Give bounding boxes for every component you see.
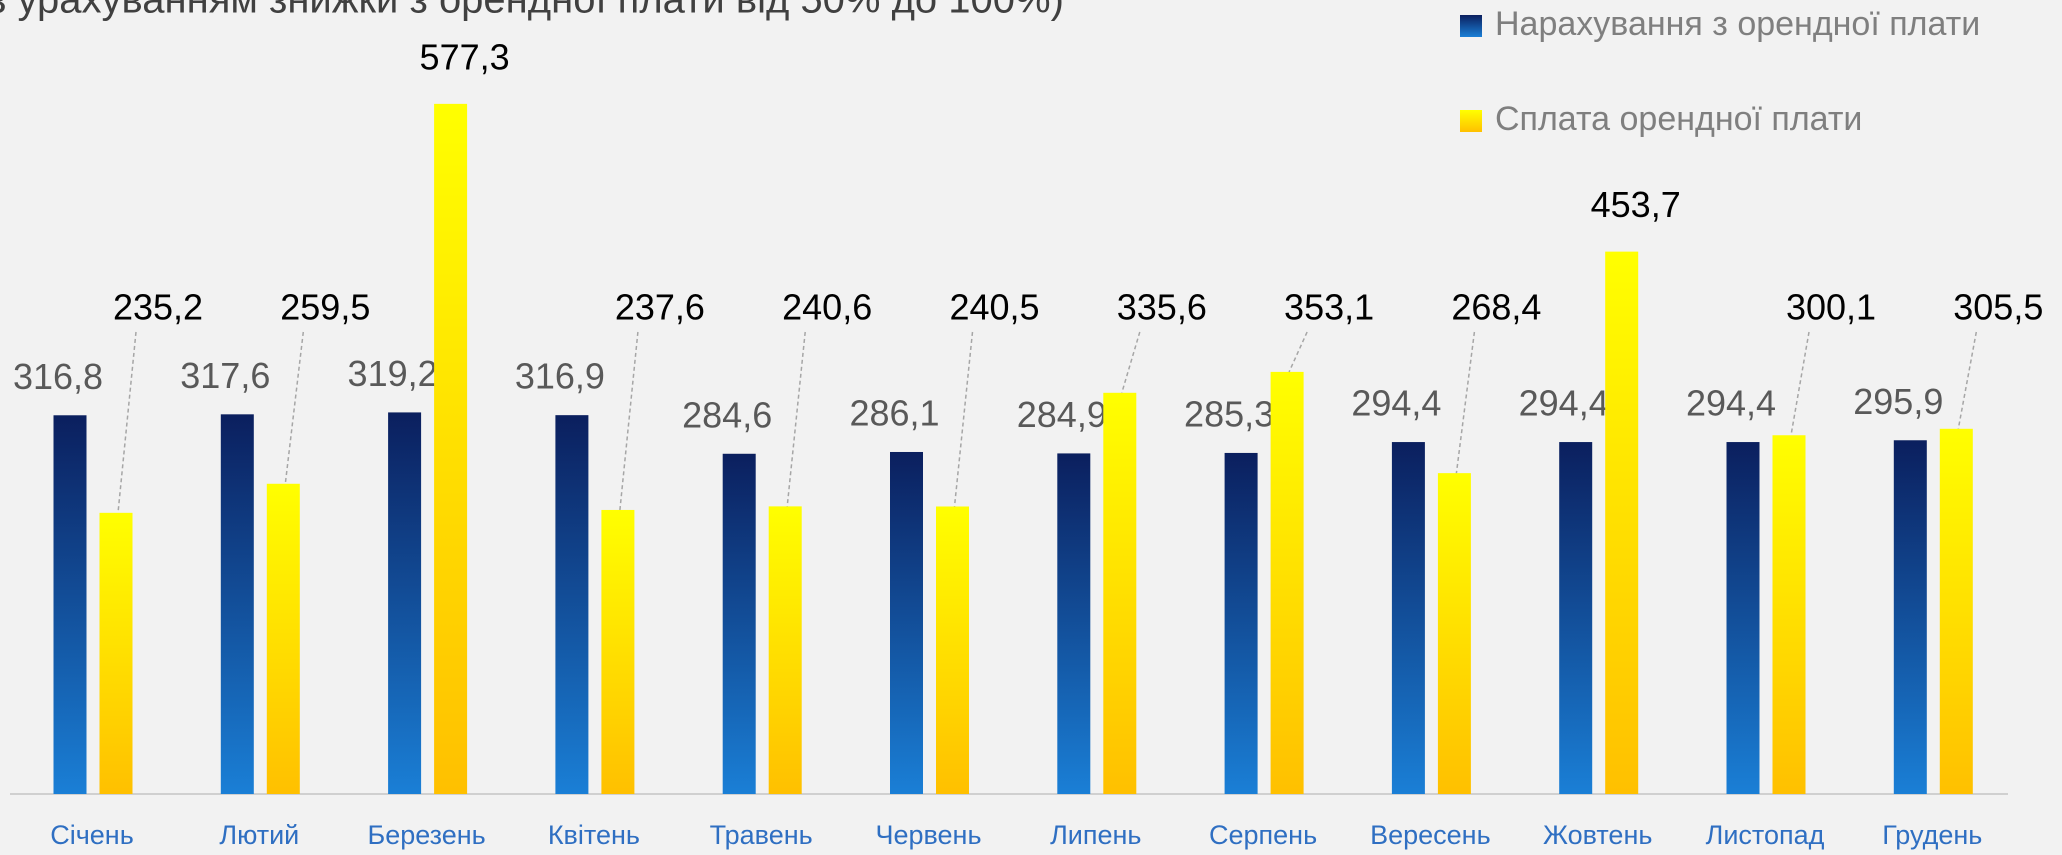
bar (601, 510, 634, 794)
data-label: 316,9 (515, 356, 605, 397)
x-tick-label: Квітень (548, 820, 640, 850)
bar (1225, 453, 1258, 794)
bar (1392, 442, 1425, 794)
data-label: 317,6 (180, 355, 270, 396)
chart: з урахуванням знижки з орендної плати ві… (0, 0, 2062, 855)
bar (1559, 442, 1592, 794)
bar (54, 415, 87, 794)
legend-swatch (1460, 15, 1482, 37)
x-tick-label: Березень (367, 820, 485, 850)
bar (769, 506, 802, 794)
data-label: 294,4 (1686, 383, 1776, 424)
bar (1773, 435, 1806, 794)
bar (723, 454, 756, 794)
bar (1438, 473, 1471, 794)
legend-label: Нарахування з орендної плати (1495, 5, 1980, 43)
legend-swatch (1460, 110, 1482, 132)
data-label: 300,1 (1786, 287, 1876, 328)
x-tick-label: Лютий (219, 820, 299, 850)
bar (1271, 372, 1304, 794)
x-tick-label: Листопад (1706, 820, 1825, 850)
x-tick-label: Липень (1050, 820, 1141, 850)
data-label: 577,3 (420, 36, 510, 77)
x-tick-label: Вересень (1370, 820, 1491, 850)
data-label: 285,3 (1184, 393, 1274, 434)
data-label: 294,4 (1351, 383, 1441, 424)
data-label: 294,4 (1519, 383, 1609, 424)
data-label: 319,2 (348, 353, 438, 394)
x-tick-label: Жовтень (1543, 820, 1652, 850)
data-label: 353,1 (1284, 287, 1374, 328)
x-tick-label: Грудень (1882, 820, 1982, 850)
bar (1103, 393, 1136, 794)
data-label: 259,5 (280, 287, 370, 328)
legend-label: Сплата орендної плати (1495, 100, 1862, 138)
data-label: 240,6 (782, 287, 872, 328)
data-label: 295,9 (1853, 381, 1943, 422)
bar (267, 484, 300, 794)
data-label: 235,2 (113, 287, 203, 328)
data-label: 335,6 (1117, 287, 1207, 328)
bar (1894, 440, 1927, 794)
bar (936, 506, 969, 794)
x-tick-label: Червень (875, 820, 981, 850)
data-label: 305,5 (1953, 287, 2043, 328)
bar (1057, 453, 1090, 794)
data-label: 286,1 (849, 392, 939, 433)
data-label: 284,9 (1017, 394, 1107, 435)
data-label: 240,5 (949, 287, 1039, 328)
data-label: 268,4 (1451, 287, 1541, 328)
bar (221, 414, 254, 794)
bar (1605, 252, 1638, 794)
x-tick-label: Серпень (1209, 820, 1317, 850)
bar (1940, 429, 1973, 794)
data-label: 453,7 (1591, 184, 1681, 225)
bar (100, 513, 133, 794)
x-tick-label: Січень (50, 820, 134, 850)
data-label: 284,6 (682, 394, 772, 435)
chart-title: з урахуванням знижки з орендної плати ві… (0, 0, 1064, 22)
data-label: 237,6 (615, 287, 705, 328)
x-tick-label: Травень (710, 820, 813, 850)
bar (388, 412, 421, 794)
bar (434, 104, 467, 794)
bar (1727, 442, 1760, 794)
bar (890, 452, 923, 794)
bar (555, 415, 588, 794)
data-label: 316,8 (13, 356, 103, 397)
